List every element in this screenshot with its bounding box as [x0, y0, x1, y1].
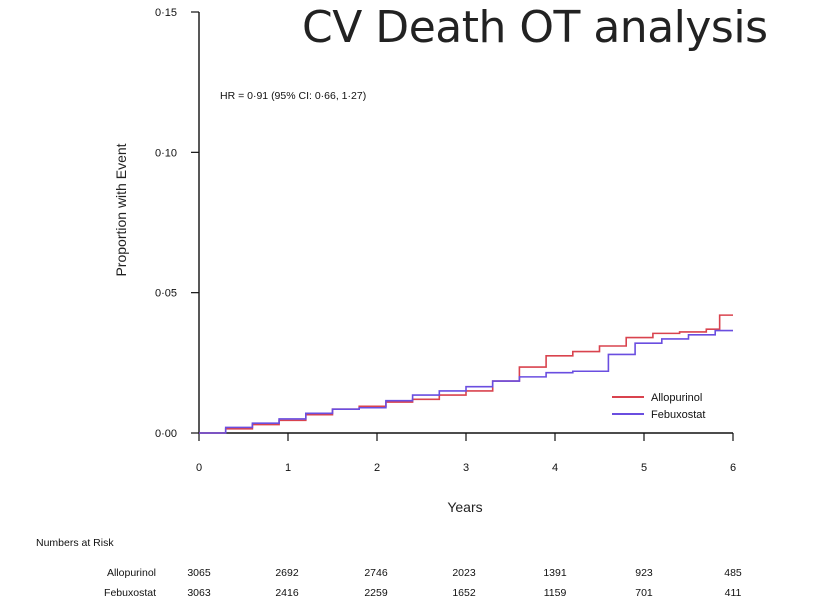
- x-tick-label: 1: [285, 462, 291, 474]
- x-tick-label: 5: [641, 462, 647, 474]
- x-tick-label: 0: [196, 462, 202, 474]
- legend-label: Allopurinol: [651, 392, 702, 404]
- chart-legend: Allopurinol Febuxostat: [612, 392, 705, 421]
- y-axis-label: Proportion with Event: [113, 143, 129, 276]
- risk-cell: 2692: [275, 567, 299, 579]
- y-tick-label: 0·05: [155, 288, 177, 300]
- risk-cell: 701: [635, 587, 653, 599]
- risk-cell: 411: [724, 587, 742, 599]
- hr-annotation: HR = 0·91 (95% CI: 0·66, 1·27): [220, 90, 366, 102]
- chart-axes: 0 1 2 3 4 5 6 0·00 0·05 0·10 0·15: [155, 7, 736, 474]
- x-tick-label: 6: [730, 462, 736, 474]
- series-layer: [199, 314, 733, 434]
- risk-row-label: Febuxostat: [104, 587, 156, 599]
- risk-cell: 1391: [543, 567, 567, 579]
- series-line-febuxostat: [199, 329, 733, 434]
- risk-cell: 485: [724, 567, 742, 579]
- x-axis-label: Years: [447, 499, 482, 515]
- risk-cell: 923: [635, 567, 653, 579]
- risk-cell: 2746: [364, 567, 388, 579]
- x-tick-label: 2: [374, 462, 380, 474]
- series-line-allopurinol: [199, 314, 733, 434]
- y-tick-label: 0·00: [155, 428, 177, 440]
- y-tick-label: 0·15: [155, 7, 177, 19]
- risk-cell: 1652: [452, 587, 476, 599]
- x-tick-label: 3: [463, 462, 469, 474]
- risk-cell: 2023: [452, 567, 476, 579]
- y-tick-label: 0·10: [155, 147, 177, 159]
- legend-label: Febuxostat: [651, 409, 705, 421]
- risk-cell: 3063: [187, 587, 211, 599]
- slide-title: CV Death OT analysis: [302, 2, 768, 53]
- x-tick-label: 4: [552, 462, 558, 474]
- risk-cell: 1159: [543, 587, 567, 599]
- risk-cell: 3065: [187, 567, 211, 579]
- risk-row-label: Allopurinol: [106, 567, 156, 579]
- risk-table-title: Numbers at Risk: [36, 537, 114, 549]
- risk-cell: 2259: [364, 587, 388, 599]
- risk-cell: 2416: [275, 587, 299, 599]
